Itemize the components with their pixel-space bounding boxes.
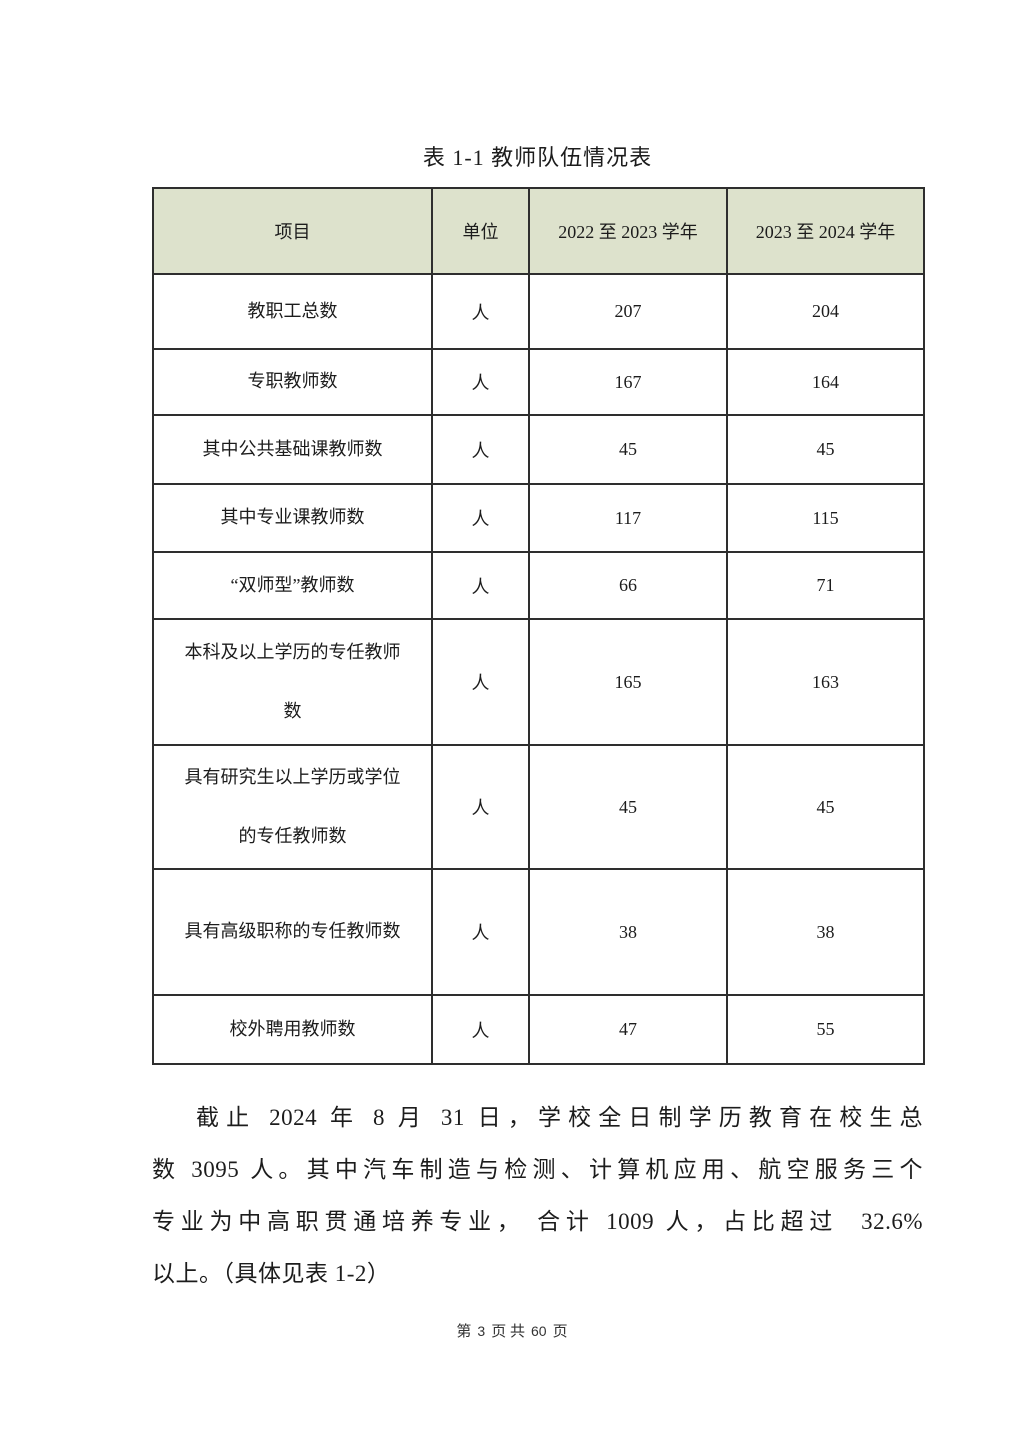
table-row: 专职教师数 人 167 164 <box>152 348 925 416</box>
table-row: 具有研究生以上学历或学位的专任教师数 人 45 45 <box>152 744 925 870</box>
cell-value-2022-2023: 66 <box>528 551 728 620</box>
table-caption: 表 1-1 教师队伍情况表 <box>422 145 653 170</box>
footer-suffix-label: 页 <box>552 1324 568 1340</box>
cell-unit: 人 <box>431 483 530 553</box>
cell-unit: 人 <box>431 348 530 416</box>
cell-item-label: 校外聘用教师数 <box>152 994 433 1065</box>
table-row: “双师型”教师数 人 66 71 <box>152 551 925 620</box>
cell-value-2022-2023: 38 <box>528 868 728 996</box>
cell-unit: 人 <box>431 273 530 350</box>
cell-item-label: “双师型”教师数 <box>152 551 433 620</box>
cell-value-2023-2024: 204 <box>726 273 925 350</box>
cell-value-2022-2023: 207 <box>528 273 728 350</box>
column-header-year-2022-2023: 2022 至 2023 学年 <box>528 187 728 275</box>
cell-unit: 人 <box>431 618 530 746</box>
cell-unit: 人 <box>431 868 530 996</box>
cell-item-label: 专职教师数 <box>152 348 433 416</box>
teacher-staff-table: 项目 单位 2022 至 2023 学年 2023 至 2024 学年 教职工总… <box>152 187 925 1065</box>
cell-value-2023-2024: 115 <box>726 483 925 553</box>
document-content: 表 1-1 教师队伍情况表 项目 单位 2022 至 2023 学年 2023 … <box>152 0 925 1300</box>
paragraph-line-4: 以上。（具体见表 1-2） <box>152 1261 391 1286</box>
body-paragraph: 截止 2024 年 8 月 31 日，学校全日制学历教育在校生总 数 3095 … <box>152 1092 923 1300</box>
paragraph-line-1: 截止 2024 年 8 月 31 日，学校全日制学历教育在校生总 <box>196 1105 923 1130</box>
paragraph-line-3: 专业为中高职贯通培养专业， 合计 1009 人，占比超过 32.6% <box>152 1209 923 1234</box>
table-row: 其中公共基础课教师数 人 45 45 <box>152 414 925 485</box>
table-header-row: 项目 单位 2022 至 2023 学年 2023 至 2024 学年 <box>152 187 925 275</box>
cell-unit: 人 <box>431 744 530 870</box>
table-row: 教职工总数 人 207 204 <box>152 273 925 350</box>
cell-item-label: 其中公共基础课教师数 <box>152 414 433 485</box>
column-header-item: 项目 <box>152 187 433 275</box>
cell-value-2023-2024: 55 <box>726 994 925 1065</box>
cell-value-2023-2024: 38 <box>726 868 925 996</box>
cell-unit: 人 <box>431 994 530 1065</box>
table-body: 教职工总数 人 207 204 专职教师数 人 167 164 其中公共基础课教… <box>152 273 925 1065</box>
cell-value-2022-2023: 165 <box>528 618 728 746</box>
cell-item-label: 本科及以上学历的专任教师数 <box>152 618 433 746</box>
table-row: 本科及以上学历的专任教师数 人 165 163 <box>152 618 925 746</box>
cell-value-2022-2023: 117 <box>528 483 728 553</box>
cell-value-2022-2023: 167 <box>528 348 728 416</box>
footer-middle-label: 页 共 <box>491 1324 525 1340</box>
cell-value-2022-2023: 45 <box>528 414 728 485</box>
paragraph-line-2: 数 3095 人。其中汽车制造与检测、计算机应用、航空服务三个 <box>152 1157 923 1182</box>
table-row: 其中专业课教师数 人 117 115 <box>152 483 925 553</box>
footer-prefix-label: 第 <box>456 1324 472 1340</box>
table-row: 校外聘用教师数 人 47 55 <box>152 994 925 1065</box>
cell-value-2023-2024: 164 <box>726 348 925 416</box>
cell-value-2023-2024: 71 <box>726 551 925 620</box>
cell-value-2023-2024: 45 <box>726 414 925 485</box>
cell-value-2022-2023: 47 <box>528 994 728 1065</box>
column-header-unit: 单位 <box>431 187 530 275</box>
column-header-year-2023-2024: 2023 至 2024 学年 <box>726 187 925 275</box>
footer-page-number: 3 <box>477 1323 486 1339</box>
footer-total-pages: 60 <box>530 1323 547 1339</box>
cell-item-label: 具有高级职称的专任教师数 <box>152 868 433 996</box>
cell-unit: 人 <box>431 414 530 485</box>
cell-item-label: 具有研究生以上学历或学位的专任教师数 <box>152 744 433 870</box>
cell-item-label: 其中专业课教师数 <box>152 483 433 553</box>
cell-value-2023-2024: 163 <box>726 618 925 746</box>
cell-value-2022-2023: 45 <box>528 744 728 870</box>
table-row: 具有高级职称的专任教师数 人 38 38 <box>152 868 925 996</box>
cell-item-label: 教职工总数 <box>152 273 433 350</box>
cell-unit: 人 <box>431 551 530 620</box>
cell-value-2023-2024: 45 <box>726 744 925 870</box>
